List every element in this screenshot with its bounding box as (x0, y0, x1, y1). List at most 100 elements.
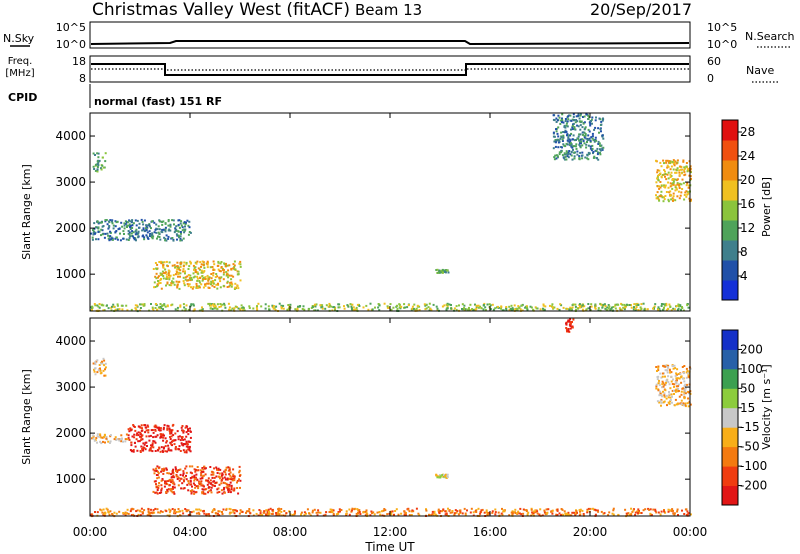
data-cell (189, 490, 192, 492)
data-cell (687, 186, 690, 189)
data-cell (142, 511, 144, 514)
colorbar-segment (722, 200, 738, 221)
data-cell (182, 438, 185, 441)
data-cell (226, 264, 229, 267)
data-cell (413, 303, 416, 306)
data-cell (120, 434, 123, 437)
data-cell (118, 308, 121, 311)
data-cell (90, 306, 93, 309)
data-cell (663, 198, 666, 201)
data-cell (570, 150, 573, 153)
data-cell (100, 509, 103, 512)
data-cell (177, 271, 180, 274)
data-cell (125, 304, 128, 307)
data-cell (159, 238, 162, 241)
data-cell (125, 238, 128, 241)
data-cell (189, 274, 192, 277)
data-cell (437, 509, 440, 512)
data-cell (143, 443, 146, 446)
data-cell (683, 174, 686, 177)
data-cell (127, 239, 130, 241)
data-cell (143, 303, 146, 306)
data-cell (690, 177, 692, 180)
data-cell (239, 479, 242, 482)
data-cell (201, 306, 203, 309)
data-cell (174, 512, 177, 515)
data-cell (97, 156, 100, 159)
data-cell (611, 512, 614, 515)
data-cell (130, 308, 133, 311)
data-cell (168, 276, 171, 279)
data-cell (313, 303, 316, 306)
data-cell (664, 173, 667, 175)
data-cell (151, 237, 154, 240)
data-cell (518, 306, 521, 309)
data-cell (96, 160, 99, 163)
data-cell (165, 440, 168, 443)
data-cell (204, 284, 207, 287)
data-cell (657, 375, 660, 378)
data-cell (656, 171, 659, 174)
data-cell (601, 134, 604, 137)
data-cell (181, 229, 184, 232)
data-cell (134, 233, 137, 236)
data-cell (650, 514, 653, 517)
data-cell (364, 514, 367, 517)
data-cell (672, 161, 675, 164)
data-cell (664, 170, 666, 173)
data-cell (555, 513, 558, 516)
data-cell (141, 447, 144, 450)
data-cell (586, 153, 589, 156)
data-cell (221, 477, 224, 480)
data-cell (321, 304, 324, 307)
data-cell (193, 474, 196, 477)
data-cell (101, 164, 104, 167)
data-cell (199, 277, 202, 279)
data-cell (451, 511, 454, 514)
data-cell (671, 365, 674, 367)
data-cell (367, 308, 370, 311)
data-cell (300, 511, 303, 514)
data-cell (630, 513, 633, 516)
data-cell (211, 266, 214, 268)
data-cell (329, 304, 331, 307)
data-cell (265, 513, 268, 516)
data-cell (266, 511, 269, 514)
data-cell (459, 509, 462, 512)
data-cell (288, 510, 291, 513)
data-cell (187, 274, 190, 276)
data-cell (123, 227, 126, 230)
data-cell (135, 308, 138, 311)
data-cell (680, 308, 682, 311)
data-cell (568, 141, 571, 144)
data-cell (172, 487, 174, 490)
data-cell (180, 262, 183, 265)
data-cell (189, 261, 192, 264)
data-cell (108, 239, 111, 242)
data-cell (188, 447, 191, 450)
data-cell (131, 219, 134, 222)
data-cell (667, 364, 670, 367)
data-cell (238, 469, 241, 472)
data-cell (111, 513, 114, 515)
data-cell (600, 123, 603, 126)
data-cell (212, 272, 215, 275)
data-cell (144, 448, 147, 451)
data-cell (661, 395, 664, 398)
data-cell (527, 511, 530, 514)
data-cell (358, 509, 361, 512)
data-cell (94, 361, 97, 364)
data-cell (102, 369, 105, 372)
data-cell (315, 303, 318, 306)
data-cell (607, 514, 610, 517)
data-cell (555, 117, 558, 120)
data-cell (675, 388, 678, 391)
data-cell (559, 146, 562, 148)
data-cell (529, 305, 532, 308)
data-cell (106, 508, 109, 511)
data-cell (683, 380, 686, 383)
data-cell (174, 228, 177, 231)
data-cell (618, 307, 621, 310)
data-cell (212, 303, 214, 306)
data-cell (134, 307, 137, 310)
